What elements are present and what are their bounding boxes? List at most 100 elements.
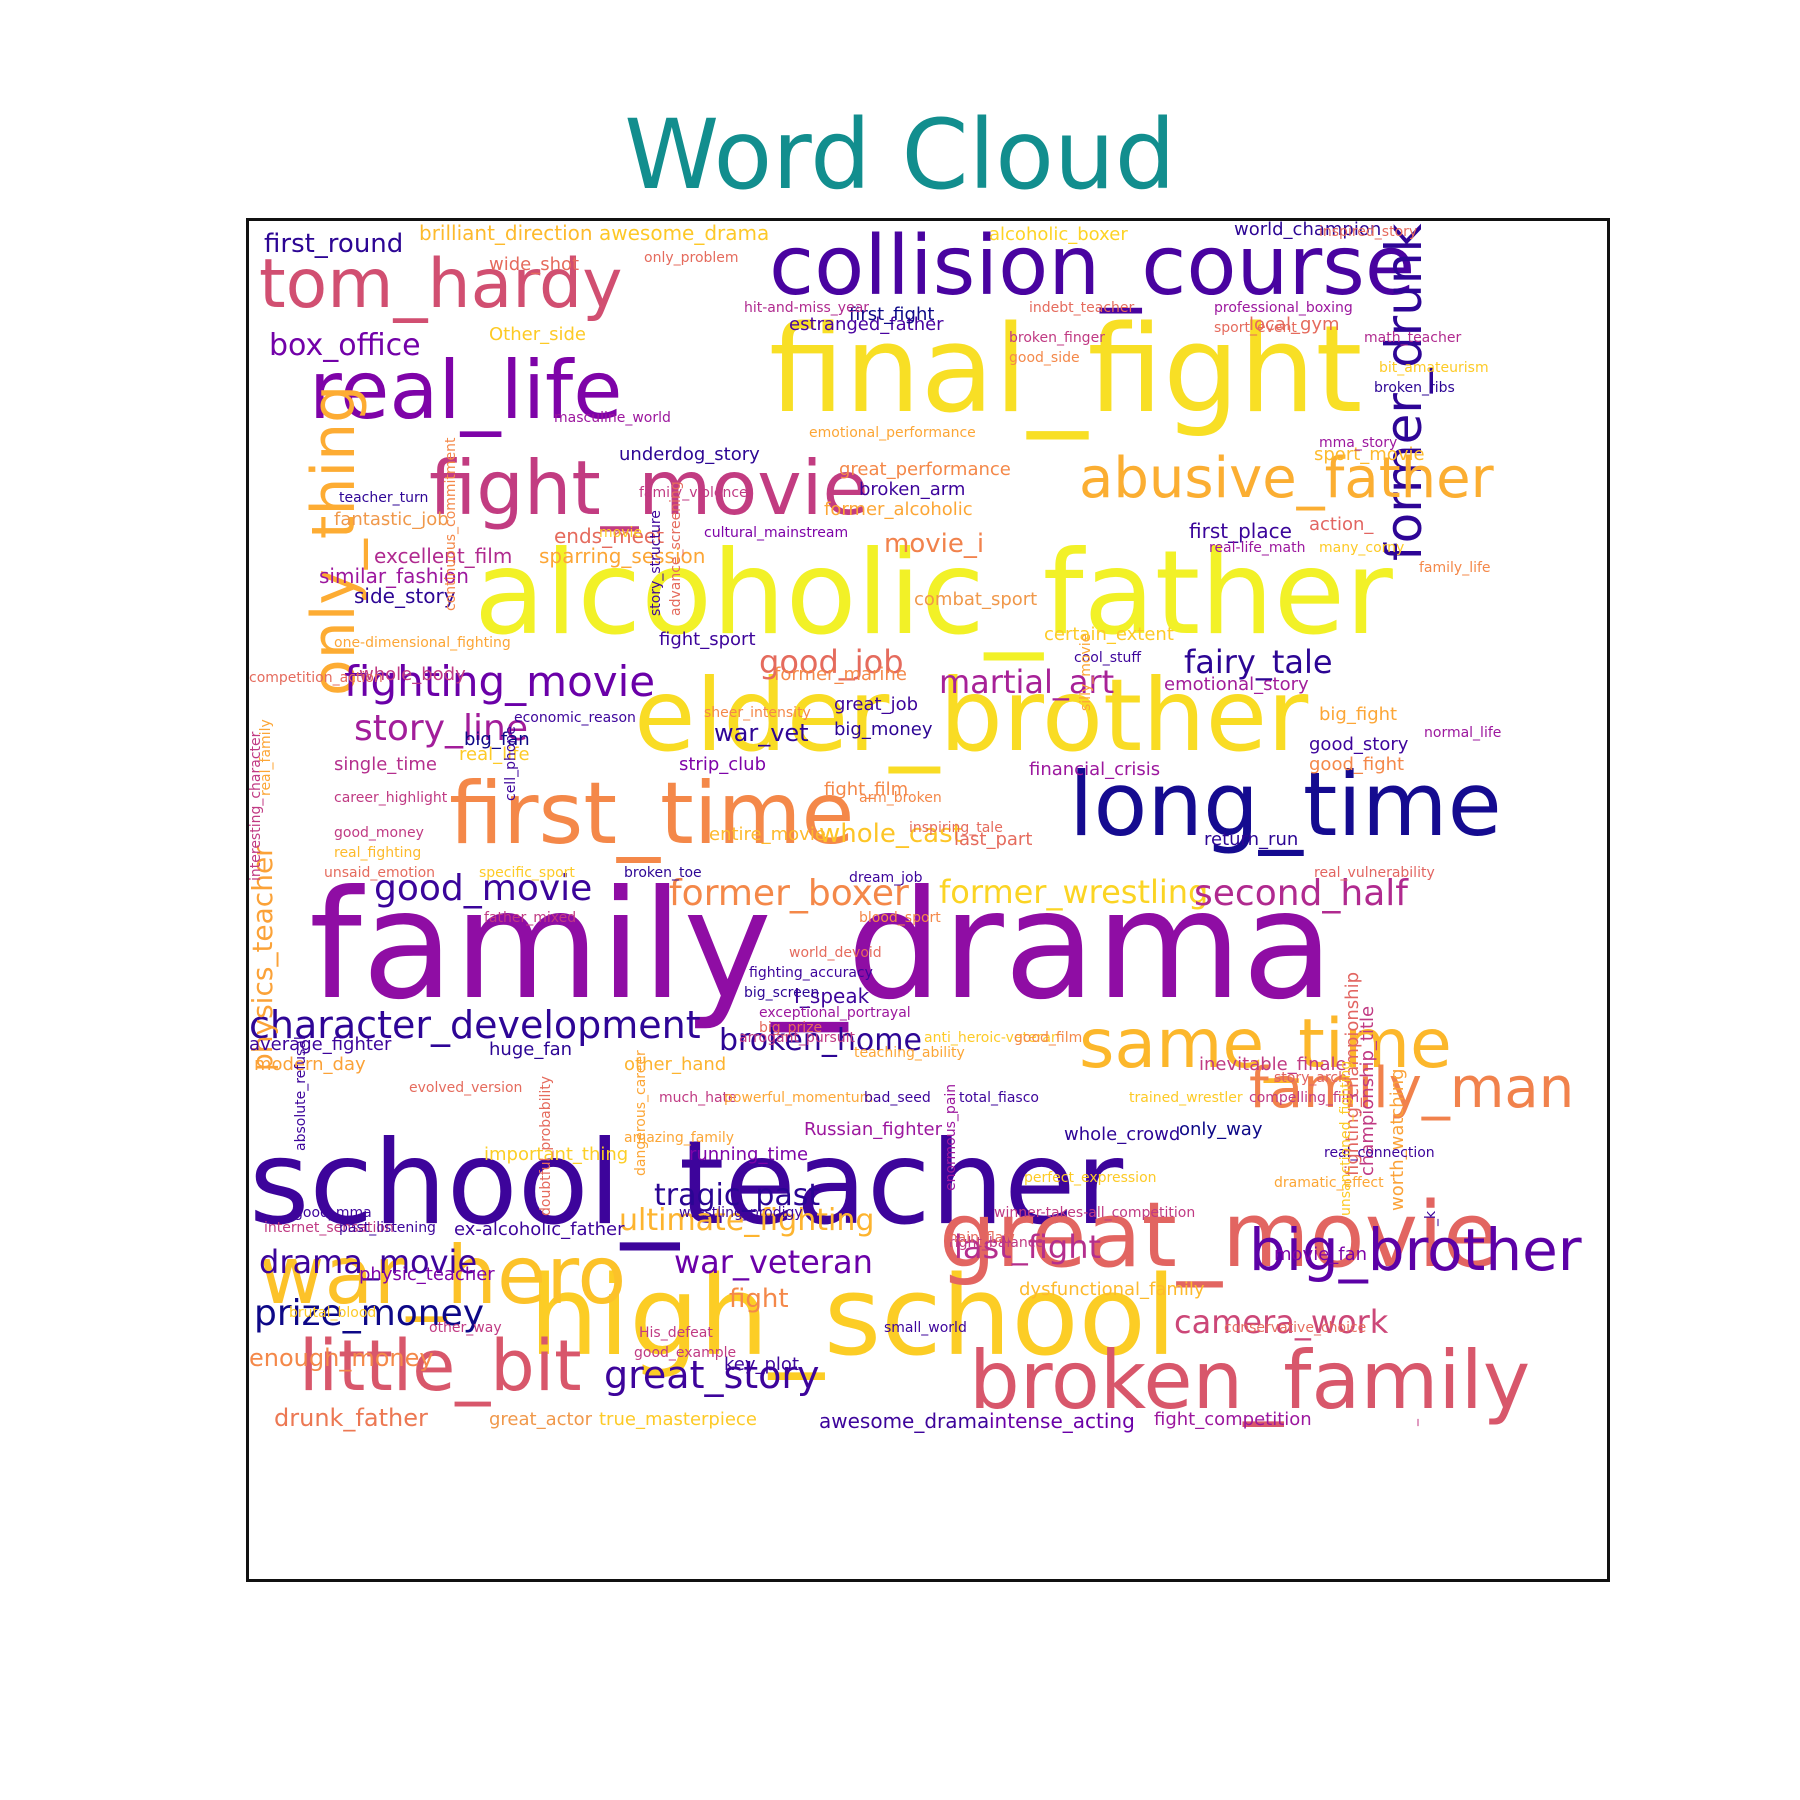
word: family_drama	[309, 859, 1334, 1033]
word: amazing_family	[624, 1130, 735, 1146]
word: family_man	[1249, 1056, 1575, 1121]
word: _	[1403, 1419, 1419, 1426]
word: family_violence	[639, 485, 748, 501]
word: good_example	[634, 1345, 737, 1361]
word: _k	[1423, 1210, 1439, 1226]
word: last_part	[954, 829, 1033, 850]
word: prize_money	[254, 1293, 485, 1334]
word: tragic_past	[654, 1178, 821, 1213]
word: conservative_choice	[1224, 1320, 1367, 1336]
word: former_alcoholic	[824, 499, 973, 520]
word: economic_reason	[514, 710, 636, 726]
word: one-dimensional_fighting	[334, 635, 511, 651]
word: return_run	[1204, 829, 1299, 850]
word: teaching_ability	[854, 1045, 965, 1061]
word: mma_story	[1319, 435, 1398, 451]
word: enormous_pain	[943, 1083, 959, 1191]
word: math_teacher	[1364, 330, 1462, 346]
word: first_place	[1189, 519, 1292, 543]
word: action_	[1309, 514, 1374, 535]
word: teacher_turn	[339, 490, 429, 506]
word: good_job	[759, 643, 904, 681]
word: broken_toe	[624, 865, 702, 881]
word: inspiring_tale	[909, 820, 1003, 836]
word: fighting_movie	[344, 657, 656, 706]
word: drunk_father	[274, 1404, 428, 1432]
word: whole_cast	[819, 819, 963, 849]
word: worth_watching	[1387, 1068, 1408, 1211]
word: former_marine	[774, 664, 907, 685]
word: big_money	[834, 719, 933, 740]
word: high_school	[529, 1252, 1177, 1380]
word: Russian_fighter	[804, 1119, 943, 1140]
word: other_hand	[624, 1054, 727, 1075]
word: good_fight	[1309, 754, 1405, 775]
word: continuous_commitment	[443, 437, 459, 611]
word: inspired_story	[1319, 224, 1418, 240]
word: wrestling_prodigy	[679, 1205, 803, 1221]
word: unsaid_emotion	[324, 865, 436, 881]
word: emotional_performance	[809, 425, 976, 441]
word: story_arch	[1274, 1070, 1347, 1086]
word: dramatic_effect	[1274, 1175, 1384, 1191]
word: sparring_session	[539, 544, 706, 568]
word: fight	[729, 1284, 789, 1314]
word: important_thing	[484, 1144, 629, 1165]
word: competition_action	[249, 670, 383, 686]
word: character_development	[249, 1003, 701, 1047]
word: great_movie	[939, 1183, 1499, 1288]
word: brilliant_direction	[419, 221, 593, 245]
word: blood_sport	[859, 910, 941, 926]
word: world_devoid	[789, 945, 882, 961]
word: first_round	[264, 229, 404, 259]
word: big_fight	[1319, 704, 1398, 725]
word: awesome_drama	[599, 221, 770, 245]
word: internet_sensation	[264, 1220, 394, 1236]
word: compelling_film	[1249, 1090, 1360, 1106]
word: single_time	[334, 754, 437, 775]
word: broken_family	[969, 1334, 1531, 1427]
word: fight_sport	[659, 629, 756, 650]
word: big_fan	[464, 729, 530, 750]
word: hit-and-miss_year	[744, 300, 870, 316]
word: whole_crowd	[1064, 1124, 1181, 1145]
word: cultural_mainstream	[704, 525, 849, 541]
word: broken_ribs	[1374, 380, 1455, 396]
word: cell_phone	[503, 726, 519, 801]
word: movie_i	[884, 529, 985, 559]
word: fighting_accuracy	[749, 965, 873, 981]
word: good_side	[1009, 350, 1080, 366]
word: real-life_math	[1209, 540, 1306, 556]
word: advance_screening	[668, 481, 684, 616]
word: little_bit	[299, 1325, 582, 1407]
word: Other_side	[489, 324, 586, 345]
word: second_half	[1194, 873, 1408, 914]
word: broken_home	[719, 1023, 922, 1058]
word: ultimate_fighting	[619, 1203, 875, 1238]
word: movie	[599, 525, 642, 541]
word: first_time	[449, 764, 855, 864]
word: doubtful_probability	[538, 1075, 554, 1216]
word: running_time	[689, 1144, 809, 1165]
word: world_champion	[1234, 219, 1382, 240]
word: absolute_refusal	[293, 1036, 309, 1151]
word: movie_fan	[1274, 1244, 1368, 1265]
word: alcoholic_father	[474, 526, 1393, 661]
word: many_corny	[1319, 540, 1405, 556]
word: broken_finger	[1009, 330, 1105, 346]
word: same_time	[1079, 1005, 1452, 1084]
word: big_screen	[744, 985, 820, 1001]
word: story_structure	[648, 510, 664, 616]
word: great_performance	[839, 459, 1011, 480]
word: career_highlight	[334, 790, 448, 806]
word: father_mixed	[484, 910, 577, 926]
word: fight_competition	[1154, 1409, 1312, 1430]
word: great_story	[604, 1353, 820, 1397]
word: martial_art	[939, 663, 1115, 701]
word: war_hero	[259, 1229, 627, 1322]
word: whole_body	[359, 664, 466, 685]
word: main_flaw	[944, 1230, 1015, 1246]
word: drama_movie	[259, 1243, 478, 1281]
word: similar_fashion	[319, 564, 469, 588]
word: last_fight	[954, 1228, 1102, 1266]
